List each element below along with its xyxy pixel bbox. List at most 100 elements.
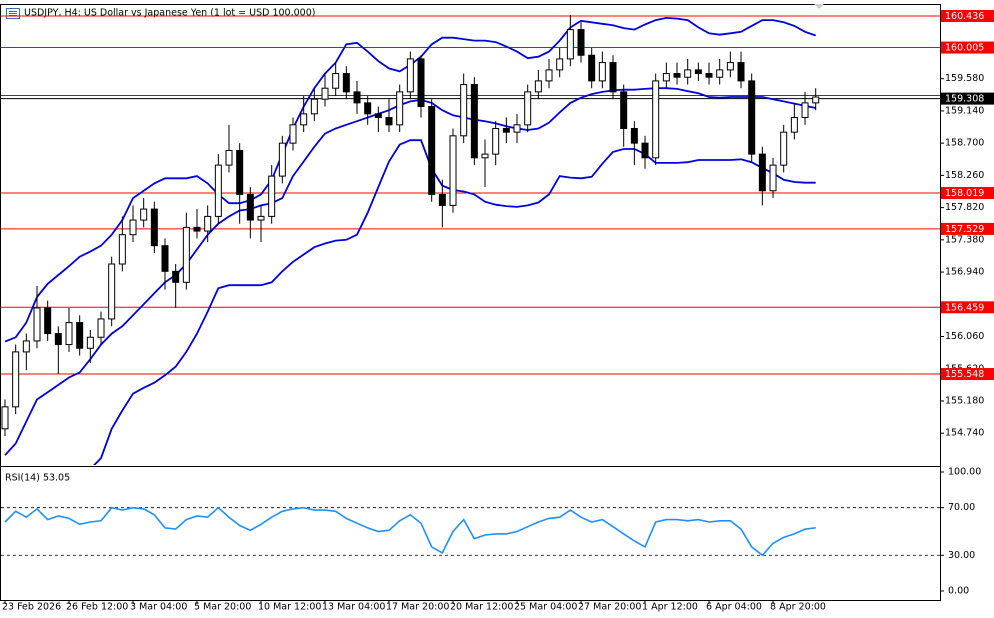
candle-body	[758, 153, 766, 192]
level-label-box	[941, 368, 994, 381]
candle-body	[118, 234, 126, 265]
candle-body	[556, 58, 564, 71]
candle-body	[396, 91, 404, 126]
y-tick-label: 157.820	[945, 202, 984, 213]
candle-body	[417, 58, 425, 108]
y-tick-label: 30.00	[948, 550, 975, 561]
x-tick-label: 26 Feb 12:00	[66, 602, 128, 613]
candle-body	[694, 69, 702, 75]
candle-body	[812, 96, 820, 104]
bollinger-band	[4, 87, 816, 456]
x-tick-label: 13 Mar 04:00	[322, 602, 385, 613]
candle-body	[321, 87, 329, 100]
scroll-marker	[814, 4, 824, 9]
candle-body	[108, 263, 116, 320]
candle-body	[353, 91, 361, 104]
level-label-box	[941, 187, 994, 200]
candle-body	[374, 113, 382, 119]
candle-body	[492, 127, 500, 155]
y-tick-label: 0.00	[948, 585, 969, 596]
rsi-line	[4, 506, 816, 557]
candle-body	[428, 106, 436, 195]
x-tick-label: 1 Apr 12:00	[642, 602, 698, 613]
candle-body	[652, 80, 660, 159]
candle-body	[769, 164, 777, 192]
x-tick-label: 3 Mar 04:00	[130, 602, 187, 613]
candle-body	[257, 215, 265, 221]
candle-body	[1, 406, 9, 430]
y-tick-label: 158.700	[945, 138, 984, 149]
candle-body	[513, 124, 521, 133]
candle-body	[716, 69, 724, 78]
x-tick-label: 17 Mar 20:00	[386, 602, 449, 613]
symbol-icon	[6, 8, 20, 19]
candle-body	[44, 307, 52, 335]
x-tick-label: 27 Mar 20:00	[578, 602, 641, 613]
candle-body	[406, 58, 414, 93]
candle-body	[705, 73, 713, 78]
candle-body	[225, 149, 233, 166]
chart-title: USDJPY, H4: US Dollar vs Japanese Yen (1…	[24, 8, 315, 19]
candle-body	[801, 102, 809, 119]
candle-body	[33, 307, 41, 342]
rsi-title: RSI(14) 53.05	[5, 473, 70, 484]
candle-body	[161, 245, 169, 272]
candle-body	[246, 193, 254, 221]
candle-body	[588, 54, 596, 82]
x-tick-label: 23 Feb 2026	[2, 602, 61, 613]
candle-body	[620, 91, 628, 129]
level-label: 157.529	[945, 224, 984, 235]
candle-body	[630, 127, 638, 144]
y-tick-label: 155.180	[945, 395, 984, 406]
price-pane	[1, 14, 940, 465]
candle-body	[278, 142, 286, 177]
x-tick-label: 25 Mar 04:00	[514, 602, 577, 613]
level-label-box	[941, 41, 994, 54]
candle-body	[726, 62, 734, 71]
candle-body	[598, 62, 606, 82]
x-tick-label: 5 Mar 20:00	[194, 602, 251, 613]
candle-body	[54, 333, 62, 346]
y-tick-label: 159.580	[945, 73, 984, 84]
candle-body	[449, 135, 457, 206]
candle-body	[737, 62, 745, 82]
candle-body	[534, 80, 542, 93]
x-tick-label: 10 Mar 12:00	[258, 602, 321, 613]
candle-body	[86, 336, 94, 349]
candle-body	[12, 351, 20, 408]
y-tick-label: 159.140	[945, 105, 984, 116]
level-label: 160.005	[945, 43, 984, 54]
candle-body	[673, 73, 681, 78]
candle-body	[65, 322, 73, 346]
bid-label-box	[941, 92, 994, 105]
candle-body	[129, 219, 137, 236]
candle-body	[438, 193, 446, 206]
x-tick-label: 20 Mar 12:00	[450, 602, 513, 613]
candle-body	[364, 102, 372, 115]
level-label-box	[941, 9, 994, 22]
candle-body	[332, 73, 340, 89]
candle-body	[204, 215, 212, 232]
candle-body	[780, 131, 788, 166]
level-label: 155.548	[945, 369, 984, 380]
bollinger-band	[93, 139, 816, 465]
candle-body	[460, 84, 468, 137]
candle-body	[481, 153, 489, 159]
candle-body	[577, 29, 585, 56]
candle-body	[470, 84, 478, 159]
level-label-box	[941, 222, 994, 235]
candle-body	[289, 124, 297, 144]
chart-frame	[0, 4, 941, 601]
level-label: 160.436	[945, 11, 984, 22]
y-tick-label: 100.00	[948, 466, 981, 477]
candle-body	[172, 270, 180, 283]
candle-body	[609, 62, 617, 93]
candle-body	[310, 98, 318, 115]
candle-body	[97, 318, 105, 338]
candle-body	[662, 73, 670, 82]
y-tick-label: 156.940	[945, 267, 984, 278]
x-tick-label: 6 Apr 04:00	[706, 602, 762, 613]
y-tick-label: 156.060	[945, 331, 984, 342]
candle-body	[268, 175, 276, 217]
